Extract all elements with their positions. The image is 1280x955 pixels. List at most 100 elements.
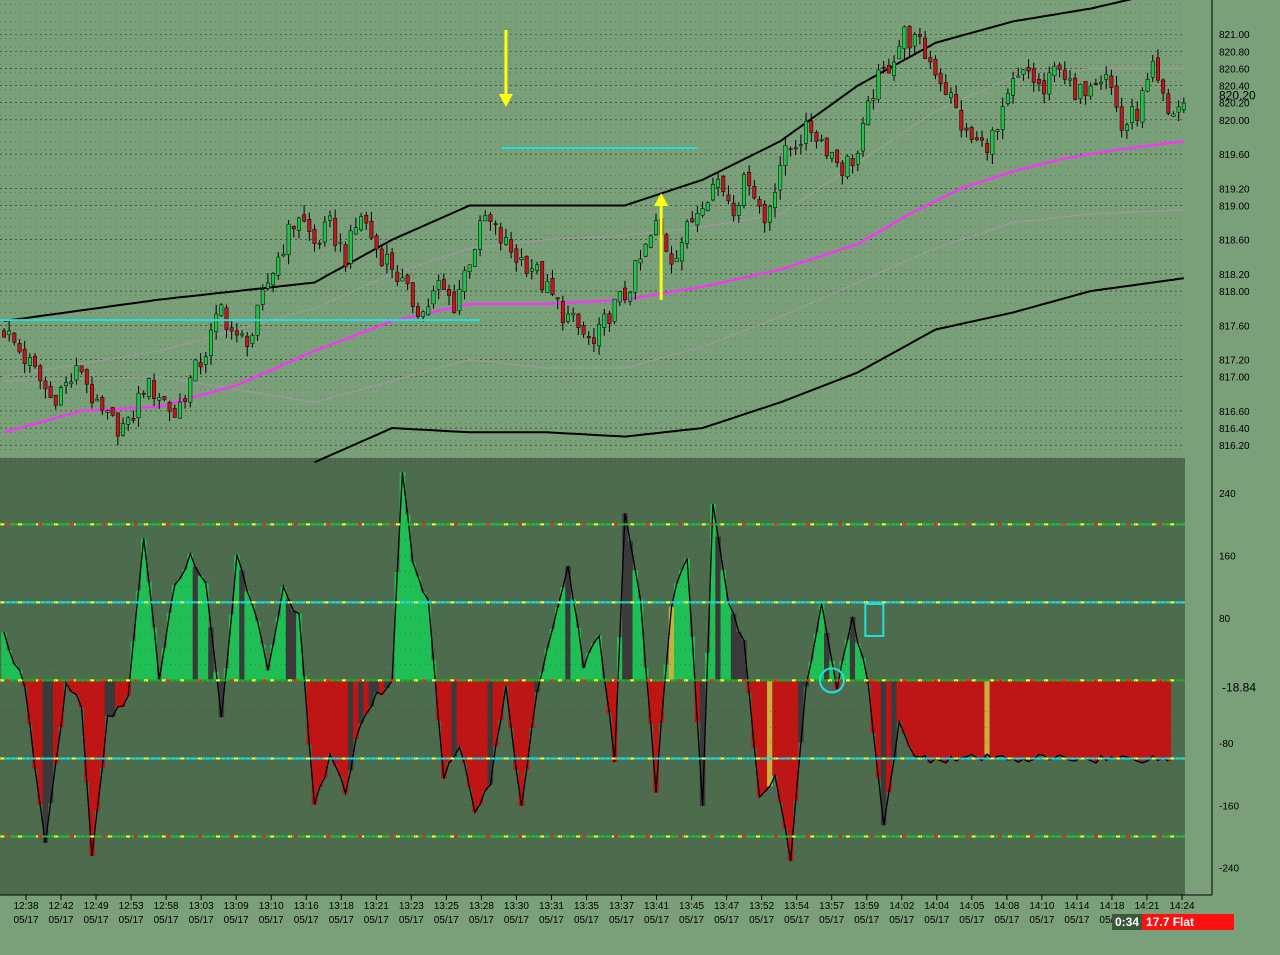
time-tick-label: 13:57 [819, 901, 844, 912]
candle-body-down [509, 239, 514, 253]
candle-body-up [69, 381, 74, 384]
time-tick-label: 13:54 [784, 901, 809, 912]
candle [767, 204, 772, 231]
candle-body-down [38, 365, 43, 382]
candle [871, 89, 876, 110]
candle-body-down [333, 217, 338, 246]
candle-body-down [33, 355, 37, 367]
candle [121, 417, 125, 437]
candle [628, 290, 633, 306]
lower-band-line [314, 277, 1184, 464]
candle-body-up [436, 280, 441, 290]
upper-mid-band-line [3, 67, 1184, 378]
candle [255, 304, 260, 341]
price-tick-label: 818.60 [1219, 236, 1250, 247]
candle [322, 216, 327, 247]
candle [892, 55, 896, 81]
candle [265, 273, 270, 291]
candle [1135, 101, 1140, 127]
candle-body-down [933, 58, 938, 76]
candle [1042, 72, 1047, 104]
candle-body-down [110, 407, 115, 416]
candle-body-up [1021, 69, 1026, 75]
candle [193, 358, 198, 382]
candle-body-up [1130, 106, 1135, 124]
candle [503, 228, 508, 246]
candle-body-down [907, 25, 912, 49]
candle [524, 255, 529, 278]
candle [1062, 61, 1067, 85]
candle-body-up [990, 129, 995, 155]
candle-body-down [1062, 69, 1067, 80]
candle [1083, 80, 1088, 105]
time-tick-label: 12:58 [154, 901, 179, 912]
candle-body-up [1104, 74, 1109, 80]
candle [1088, 82, 1093, 100]
candle [452, 284, 457, 314]
candle [669, 245, 674, 274]
candle-body-up [1124, 124, 1129, 131]
candle-body-down [1135, 108, 1140, 121]
candle-body-up [359, 216, 364, 231]
price-tick-label: 820.20 [1219, 99, 1250, 110]
candle-body-down [162, 396, 167, 400]
candle-body-up [457, 288, 462, 312]
oscillator-last-value: -18.84 [1222, 680, 1256, 694]
candle-body-down [152, 380, 157, 399]
candle-body-up [1052, 65, 1057, 76]
candle-body-up [462, 270, 467, 292]
candle [369, 211, 374, 241]
status-bar: 0:34 17.7 Flat [1112, 914, 1235, 930]
candle-body-down [524, 256, 529, 274]
candle-body-down [752, 185, 757, 199]
candle-body-up [126, 417, 131, 425]
date-tick-label: 05/17 [399, 915, 424, 926]
candle [395, 264, 400, 287]
candle-body-up [503, 237, 508, 245]
candle [809, 113, 814, 142]
candle [705, 201, 710, 212]
candle-body-up [193, 359, 198, 382]
candle [964, 123, 969, 138]
candle-body-down [100, 397, 105, 411]
candle [550, 269, 555, 297]
candle [566, 305, 570, 324]
candle-body-down [1109, 75, 1114, 88]
candle [695, 205, 700, 233]
candle [2, 327, 6, 338]
lower-mid-band-line [3, 209, 1184, 404]
candle-body-up [866, 100, 871, 126]
candle [1021, 68, 1026, 81]
candle-body-up [400, 277, 405, 282]
candle [617, 291, 622, 306]
candle [488, 212, 493, 231]
candle-body-up [1016, 75, 1021, 78]
date-tick-label: 05/17 [329, 915, 354, 926]
candle-body-up [897, 45, 902, 60]
time-tick-label: 13:35 [574, 901, 599, 912]
candle [12, 332, 17, 346]
candle [726, 185, 731, 205]
candle [638, 250, 643, 271]
candle-body-up [286, 223, 291, 255]
candle [348, 224, 353, 269]
candle [234, 323, 239, 343]
candle [462, 266, 467, 300]
candle [716, 172, 721, 197]
candle [219, 303, 224, 317]
candle-body-down [416, 306, 420, 317]
candle-body-up [219, 304, 224, 317]
candle-body-down [141, 392, 146, 395]
candle-body-up [845, 155, 850, 177]
candle [177, 393, 182, 419]
price-tick-label: 817.20 [1219, 356, 1250, 367]
candle-body-down [1083, 81, 1088, 97]
candle [1068, 70, 1072, 87]
candle-body-down [390, 252, 395, 270]
date-tick-label: 05/17 [784, 915, 809, 926]
candle-body-up [736, 205, 741, 216]
candle-body-up [27, 357, 32, 366]
candle-body-up [902, 26, 907, 50]
